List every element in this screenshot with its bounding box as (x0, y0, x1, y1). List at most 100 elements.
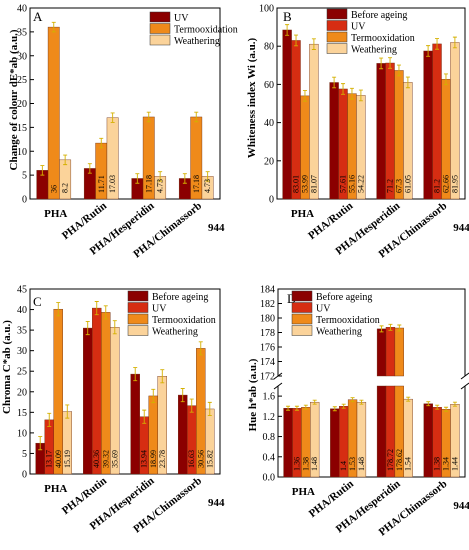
panel-A-errbar-0-1 (87, 163, 92, 174)
panel-b-letter: B (283, 9, 292, 24)
panel-C-legend-swatch-0 (127, 290, 149, 302)
panel-C-bar-2-0 (53, 308, 63, 475)
panel-D-legend-swatch-3 (291, 325, 313, 336)
panel-D-upper-ytick-label-4: 180 (260, 314, 275, 325)
panel-C-data-label-1-2: 13.94 (140, 450, 149, 468)
panel-D-upper-ytick-label-0: 172 (260, 372, 275, 383)
panel-B-bar-0-2 (376, 63, 386, 200)
panel-B-bar-0-3 (423, 50, 433, 200)
panel-C-errbar-3-1 (112, 320, 117, 335)
panel-C-data-label-1-0: 13.17 (45, 450, 54, 468)
panel-D-errbar-3-1 (359, 399, 364, 405)
panel-D-errbar-0-1 (332, 406, 337, 412)
panel-C-data-label-3-0: 15.19 (63, 450, 72, 468)
panel-B-xtick-label-0: PHA (291, 208, 314, 220)
panel-A-ytick-label-8: 40 (17, 4, 27, 15)
panel-B-bar-1-3 (432, 43, 442, 200)
panel-A-data-label-1-1: 11.71 (97, 175, 106, 193)
panel-C-ytick-label-2: 10 (17, 428, 27, 439)
panel-C-errbar-2-2 (151, 388, 156, 403)
panel-D-xtick-label-0: PHA (292, 486, 315, 498)
panel-D-bar-upper-1-2 (385, 327, 396, 377)
panel-B-errbar-0-1 (332, 76, 337, 89)
panel-B-errbar-0-3 (426, 45, 431, 57)
panel-A-data-label-1-0: 36 (49, 185, 58, 193)
panel-C-bar-0-1 (82, 327, 93, 475)
panel-A-errbar-2-0 (63, 154, 68, 166)
panel-C-xtick-label-0: PHA (44, 483, 67, 495)
panel-D-data-label-2-3: 1.34 (442, 457, 451, 471)
panel-D-legend-label-3: Weathering (316, 327, 362, 338)
panel-C-ytick-label-9: 45 (17, 285, 27, 296)
panel-D-errbar-3-3 (452, 401, 457, 407)
panel-B-errbar-2-1 (349, 87, 354, 100)
panel-A-errbar-1-3 (194, 111, 199, 123)
panel-B-data-label-1-2: 71.2 (386, 179, 395, 193)
panel-D-errbar-2-1 (350, 397, 355, 403)
panel-A-xtick-label-3-extra: 944 (208, 222, 225, 234)
panel-B-bar-0-1 (329, 82, 339, 200)
panel-D-lower-ytick-label-3: 1.2 (263, 412, 276, 423)
panel-C-ytick-label-1: 5 (22, 449, 27, 460)
panel-B-data-label-2-2: 67.3 (394, 179, 403, 193)
panel-A-bar-1-0 (47, 26, 60, 200)
panel-C-errbar-0-2 (133, 367, 138, 382)
panel-C-errbar-0-0 (38, 436, 43, 451)
panel-B-legend-label-1: UV (351, 22, 366, 33)
panel-D-upper-ytick-label-5: 182 (260, 299, 275, 310)
panel-C-data-label-2-0: 40.09 (54, 450, 63, 468)
panel-C-errbar-2-3 (198, 341, 203, 356)
panel-A-ytick-label-2: 10 (17, 147, 27, 158)
panel-D-data-label-3-2: 1.54 (404, 457, 413, 471)
panel-B-errbar-1-1 (341, 83, 346, 95)
panel-B-errbar-3-2 (405, 76, 410, 89)
panel-B-ytick-label-3: 60 (264, 80, 274, 91)
panel-B-data-label-2-0: 53.99 (300, 175, 309, 193)
panel-B-errbar-2-0 (302, 90, 307, 102)
panel-B-legend-swatch-3 (326, 43, 348, 54)
panel-C-legend-swatch-3 (127, 325, 149, 336)
panel-A-ytick-label-1: 5 (22, 171, 27, 182)
panel-C-errbar-1-3 (189, 398, 194, 413)
panel-A-errbar-0-2 (135, 173, 140, 184)
panel-A-legend-label-1: Termooxidation (174, 25, 238, 36)
panel-D-errbar-3-2 (406, 396, 411, 402)
panel-A-legend-swatch-0 (149, 11, 171, 23)
panel-D-data-label-2-2: 178.62 (395, 449, 404, 471)
panel-D-data-label-2-0: 1.38 (301, 457, 310, 471)
panel-D-errbar-1-0 (294, 405, 299, 411)
panel-D-errbar-3-0 (312, 399, 317, 405)
panel-B-legend-swatch-0 (326, 8, 348, 20)
panel-C-data-label-1-3: 16.63 (187, 450, 196, 468)
panel-A-data-label-2-0: 8.2 (61, 183, 70, 193)
panel-B-legend-swatch-1 (326, 20, 348, 31)
panel-B-data-label-2-3: 62.66 (441, 175, 450, 193)
panel-C-ytick-label-8: 40 (17, 305, 27, 316)
panel-D-data-label-3-3: 1.44 (450, 457, 459, 471)
panel-C-legend-swatch-1 (127, 302, 149, 313)
panel-B-ytick-label-2: 40 (264, 118, 274, 129)
panel-B-legend-label-0: Before ageing (351, 10, 407, 21)
panel-B-data-label-1-0: 83.01 (292, 175, 301, 193)
panel-A-ytick-label-3: 15 (17, 123, 27, 134)
panel-C-errbar-0-1 (85, 321, 90, 336)
panel-A-xtick-label-0: PHA (44, 208, 67, 220)
panel-A-errbar-1-2 (146, 111, 151, 123)
panel-C-data-label-2-3: 30.56 (196, 450, 205, 468)
panel-B-errbar-0-2 (379, 57, 384, 70)
panel-A-data-label-2-3: 4.73 (203, 179, 212, 193)
panel-C-data-label-1-1: 40.36 (92, 450, 101, 468)
panel-B-data-label-1-1: 57.61 (339, 175, 348, 193)
panel-D-legend-label-2: Termooxidation (316, 315, 380, 326)
panel-D-legend-swatch-0 (291, 290, 313, 302)
panel-A-ytick-label-5: 25 (17, 75, 27, 86)
panel-C-errbar-0-3 (180, 388, 185, 403)
panel-D-errbar-1-1 (341, 403, 346, 409)
panel-D-axis-break-mark-0 (273, 372, 283, 390)
panel-D-data-label-2-1: 1.53 (348, 457, 357, 471)
panel-D-bar-0-1 (330, 408, 340, 478)
panel-C-data-label-3-2: 23.78 (158, 450, 167, 468)
panel-C-data-label-2-2: 18.99 (149, 450, 158, 468)
panel-B-plot-frame (276, 7, 466, 200)
